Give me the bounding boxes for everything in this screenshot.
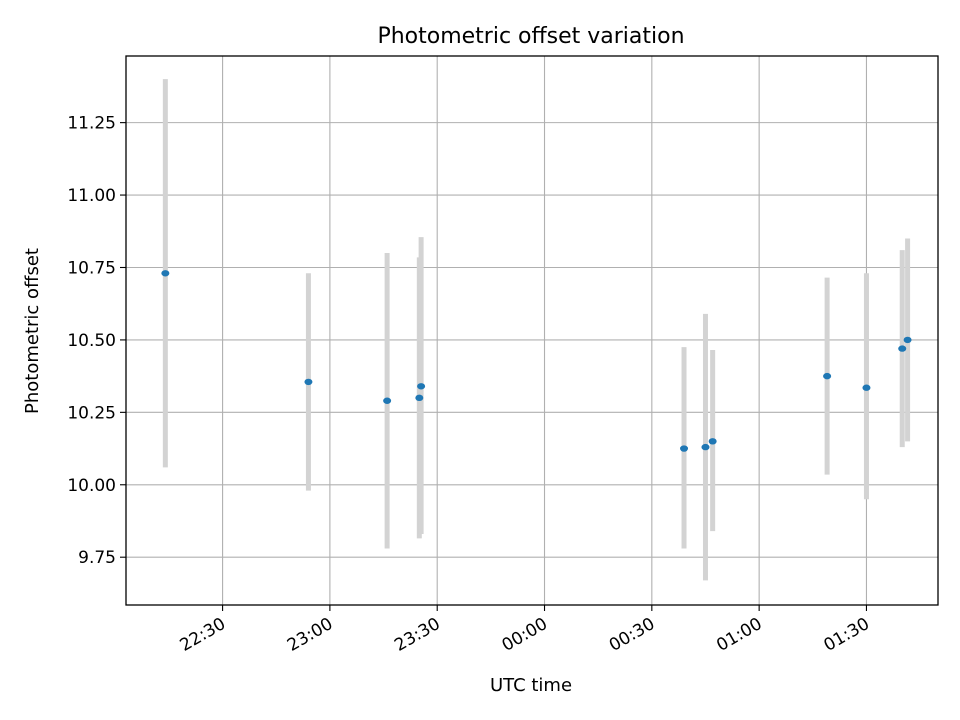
x-tick-label: 22:30: [177, 614, 229, 656]
y-tick-label: 10.00: [67, 476, 116, 496]
x-tick-label: 00:30: [606, 614, 658, 656]
data-point: [862, 384, 871, 391]
data-point: [708, 438, 717, 445]
y-tick-label: 11.00: [67, 186, 116, 206]
y-axis-label: Photometric offset: [22, 248, 43, 414]
y-tick-label: 10.50: [67, 331, 116, 351]
x-tick-label: 23:00: [284, 614, 336, 656]
data-point: [161, 270, 170, 277]
data-point: [680, 445, 689, 452]
data-point: [417, 383, 426, 390]
x-tick-label: 23:30: [391, 614, 443, 656]
x-tick-label: 01:00: [713, 614, 765, 656]
x-tick-label: 01:30: [821, 614, 873, 656]
x-axis: 22:30 23:00 23:30 00:00 00:30 01:00 01:30: [177, 605, 873, 656]
plot-frame: [125, 55, 939, 606]
x-axis-label: UTC time: [490, 675, 572, 696]
y-axis: 9.75 10.00 10.25 10.50 10.75 11.00 11.25: [67, 114, 126, 568]
data-point: [701, 443, 710, 451]
data-point: [304, 378, 313, 386]
data-point: [823, 372, 832, 380]
data-point: [898, 345, 907, 352]
data-points: [161, 270, 912, 452]
chart-title: Photometric offset variation: [377, 24, 684, 49]
data-point: [383, 397, 392, 404]
grid: [126, 56, 938, 605]
data-point: [415, 394, 424, 402]
data-point: [903, 336, 912, 344]
y-tick-label: 11.25: [67, 114, 116, 134]
y-tick-label: 9.75: [78, 548, 116, 568]
error-bars: [162, 79, 911, 581]
x-tick-label: 00:00: [499, 614, 551, 656]
y-tick-label: 10.25: [67, 403, 116, 423]
y-tick-label: 10.75: [67, 258, 116, 278]
